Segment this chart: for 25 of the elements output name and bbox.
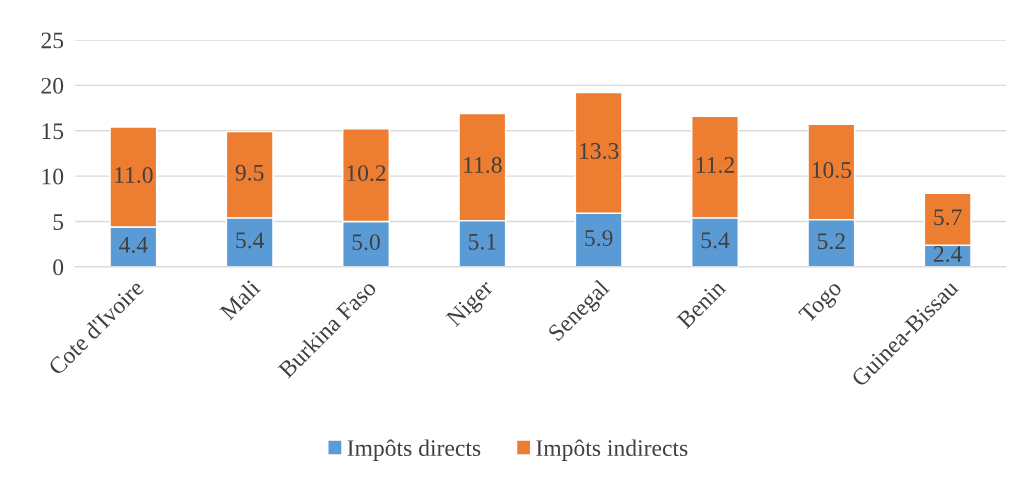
data-label: 5.2 (817, 233, 845, 250)
y-tick-label: 0 (53, 259, 64, 276)
y-tick-label: 5 (53, 214, 64, 230)
data-label: 5.7 (934, 209, 962, 226)
data-label: 11.8 (464, 157, 502, 174)
data-label: 9.5 (235, 164, 264, 181)
y-tick-label: 25 (41, 32, 64, 49)
legend-label: Impôts indirects (536, 439, 688, 461)
y-tick-label: 10 (42, 168, 64, 185)
data-label: 5.4 (236, 232, 265, 249)
data-label: 11.2 (696, 157, 734, 174)
data-label: 5.4 (701, 232, 730, 249)
data-label: 5.1 (468, 233, 496, 250)
x-tick-label: Togo (798, 279, 846, 327)
y-tick-label: 15 (42, 123, 64, 140)
data-label: 2.4 (933, 246, 963, 262)
data-label: 13.3 (580, 142, 619, 159)
data-label: 5.9 (585, 230, 613, 247)
data-label: 10.5 (812, 161, 852, 179)
y-tick-label: 20 (41, 77, 64, 94)
data-label: 5.0 (352, 234, 380, 251)
data-label: 11.0 (115, 166, 153, 184)
legend-label: Impôts directs (347, 439, 481, 461)
data-label: 4.4 (119, 237, 148, 253)
data-label: 10.2 (347, 165, 386, 182)
